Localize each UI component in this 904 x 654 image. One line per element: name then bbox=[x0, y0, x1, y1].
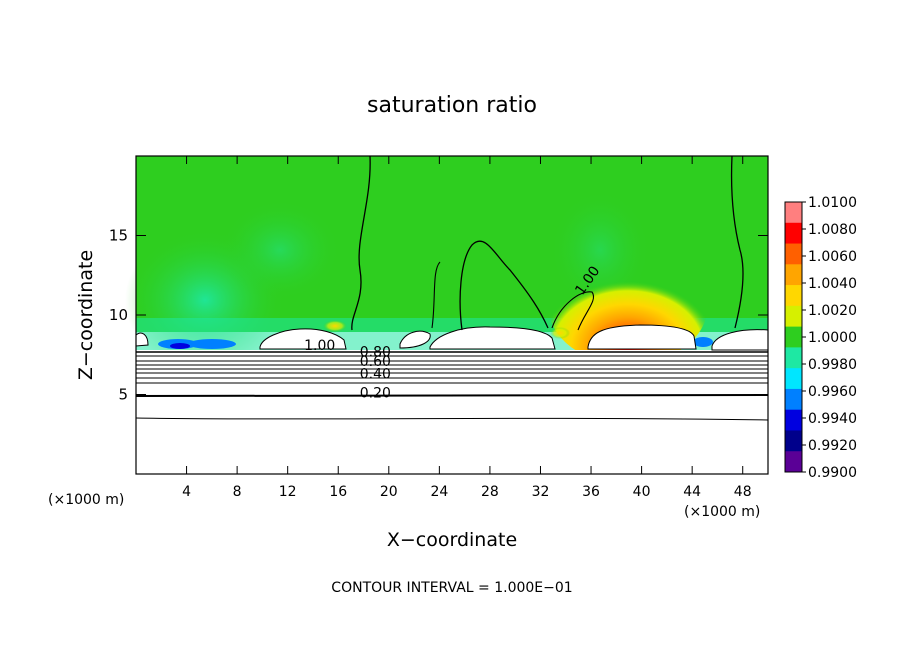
y-tick-label: 15 bbox=[109, 227, 128, 245]
colorbar-label: 0.9980 bbox=[808, 357, 857, 373]
blue-pocket-2 bbox=[188, 339, 236, 349]
x-tick-label: 32 bbox=[532, 484, 550, 500]
x-axis-label: X−coordinate bbox=[387, 529, 517, 551]
lower-white-region bbox=[136, 350, 768, 475]
x-tick-label: 12 bbox=[279, 484, 297, 500]
colorbar-label: 0.9960 bbox=[808, 384, 857, 400]
yellow-spot bbox=[323, 320, 347, 332]
colorbar-swatch bbox=[785, 202, 802, 224]
colorbar-label: 1.0000 bbox=[808, 330, 857, 346]
y-axis: 5 10 15 bbox=[109, 227, 768, 404]
colorbar-swatch bbox=[785, 264, 802, 286]
contour-label: 0.20 bbox=[360, 386, 391, 402]
x-tick-label: 24 bbox=[430, 484, 448, 500]
colorbar-swatch bbox=[785, 222, 802, 245]
cloud-blob bbox=[429, 326, 556, 350]
cloud-blob bbox=[259, 328, 347, 350]
x-unit-right: (×1000 m) bbox=[684, 504, 760, 520]
contour-line bbox=[459, 240, 549, 331]
y-tick-label: 10 bbox=[109, 306, 128, 324]
colorbar-label: 1.0020 bbox=[808, 303, 857, 319]
x-tick-label: 48 bbox=[734, 484, 752, 500]
plot-area bbox=[125, 155, 769, 475]
colorbar-label: 1.0040 bbox=[808, 276, 857, 292]
x-tick-label: 44 bbox=[683, 484, 701, 500]
contour-label: 1.00 bbox=[304, 338, 335, 354]
contour-line bbox=[551, 291, 594, 331]
colorbar: 1.0100 1.0080 1.0060 1.0040 1.0020 1.0000 0.99… bbox=[784, 195, 857, 481]
colorbar-swatch bbox=[785, 347, 802, 369]
x-tick-label: 36 bbox=[582, 484, 600, 500]
colorbar-label: 1.0080 bbox=[808, 222, 857, 238]
cloud-blob bbox=[135, 332, 149, 347]
colorbar-swatch bbox=[785, 409, 802, 431]
colorbar-swatch bbox=[785, 243, 802, 265]
contour-label: 0.40 bbox=[360, 367, 391, 383]
x-tick-label: 8 bbox=[233, 484, 242, 500]
x-tick-label: 16 bbox=[329, 484, 347, 500]
colorbar-label: 0.9920 bbox=[808, 438, 857, 454]
contour-line bbox=[431, 261, 441, 329]
colorbar-swatch bbox=[785, 451, 802, 473]
x-tick-label: 4 bbox=[182, 484, 191, 500]
colorbar-label: 0.9940 bbox=[808, 411, 857, 427]
colorbar-swatch bbox=[785, 305, 802, 328]
cloud-blob bbox=[587, 324, 697, 350]
y-tick-label: 5 bbox=[118, 386, 128, 404]
x-tick-label: 28 bbox=[481, 484, 499, 500]
cyan-region-mid bbox=[220, 200, 340, 300]
contour-label: 0.80 bbox=[360, 344, 391, 360]
cloud-blob bbox=[399, 330, 431, 349]
contour-line bbox=[730, 155, 744, 329]
contour-bands bbox=[135, 351, 769, 421]
colorbar-swatch bbox=[785, 326, 802, 348]
colorbar-swatch bbox=[785, 285, 802, 307]
x-tick-label: 40 bbox=[633, 484, 651, 500]
contour-interval-note: CONTOUR INTERVAL = 1.000E−01 bbox=[331, 580, 572, 596]
colorbar-swatch bbox=[785, 388, 802, 411]
colorbar-label: 1.0100 bbox=[808, 195, 857, 211]
colorbar-swatch bbox=[785, 368, 802, 390]
colorbar-label: 1.0060 bbox=[808, 249, 857, 265]
colorbar-label: 0.9900 bbox=[808, 465, 857, 481]
contour-label: 0.60 bbox=[360, 354, 391, 370]
blue-pocket-4 bbox=[693, 337, 713, 347]
x-unit-left: (×1000 m) bbox=[48, 492, 124, 508]
x-axis: 4 8 12 16 20 24 28 32 36 40 44 48 bbox=[182, 156, 752, 500]
contour-line bbox=[351, 155, 371, 331]
y-axis-label: Z−coordinate bbox=[75, 250, 97, 380]
x-tick-label: 20 bbox=[380, 484, 398, 500]
chart-title: saturation ratio bbox=[367, 93, 537, 118]
colorbar-swatch bbox=[785, 430, 802, 452]
blue-pocket-3 bbox=[170, 343, 190, 349]
yellow-spot-2 bbox=[550, 327, 570, 339]
